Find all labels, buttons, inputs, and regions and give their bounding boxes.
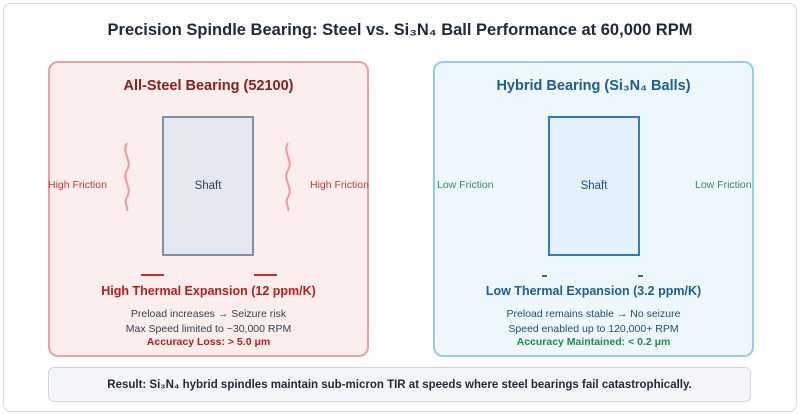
steel-preload-note: Preload increases → Seizure risk [130, 308, 287, 320]
hybrid-shaft: Shaft [548, 116, 640, 256]
hybrid-thermal-expansion: Low Thermal Expansion (3.2 ppm/K) [485, 284, 702, 298]
hybrid-right-friction-label: Low Friction [695, 179, 752, 191]
steel-bearing-panel: All-Steel Bearing (52100) Shaft High Fri… [48, 61, 369, 357]
steel-left-friction-label: High Friction [48, 179, 107, 191]
hybrid-left-friction-label: Low Friction [437, 179, 494, 191]
steel-right-friction-label: High Friction [310, 179, 369, 191]
steel-right-friction-wave [285, 142, 291, 212]
steel-left-expansion-marker [141, 274, 164, 276]
result-summary-text: Result: Si₃N₄ hybrid spindles maintain s… [107, 378, 692, 391]
steel-shaft: Shaft [162, 116, 254, 256]
steel-thermal-expansion: High Thermal Expansion (12 ppm/K) [101, 284, 316, 298]
hybrid-panel-title: Hybrid Bearing (Si₃N₄ Balls) [496, 78, 691, 94]
hybrid-speed-note: Speed enabled up to 120,000+ RPM [508, 323, 679, 335]
result-summary-box: Result: Si₃N₄ hybrid spindles maintain s… [48, 367, 751, 402]
hybrid-preload-note: Preload remains stable → No seizure [506, 308, 681, 320]
steel-left-friction-wave [124, 142, 130, 212]
hybrid-right-expansion-marker [638, 275, 643, 277]
steel-shaft-label: Shaft [194, 180, 222, 192]
steel-speed-note: Max Speed limited to ~30,000 RPM [125, 323, 292, 335]
hybrid-accuracy-note: Accuracy Maintained: < 0.2 μm [516, 336, 671, 348]
steel-accuracy-note: Accuracy Loss: > 5.0 μm [146, 336, 271, 348]
steel-right-expansion-marker [254, 274, 277, 276]
hybrid-shaft-label: Shaft [580, 180, 608, 192]
steel-panel-title: All-Steel Bearing (52100) [123, 78, 294, 94]
hybrid-left-expansion-marker [542, 275, 547, 277]
hybrid-bearing-panel: Hybrid Bearing (Si₃N₄ Balls) Shaft Low F… [433, 61, 754, 357]
diagram-title: Precision Spindle Bearing: Steel vs. Si₃… [107, 21, 693, 39]
